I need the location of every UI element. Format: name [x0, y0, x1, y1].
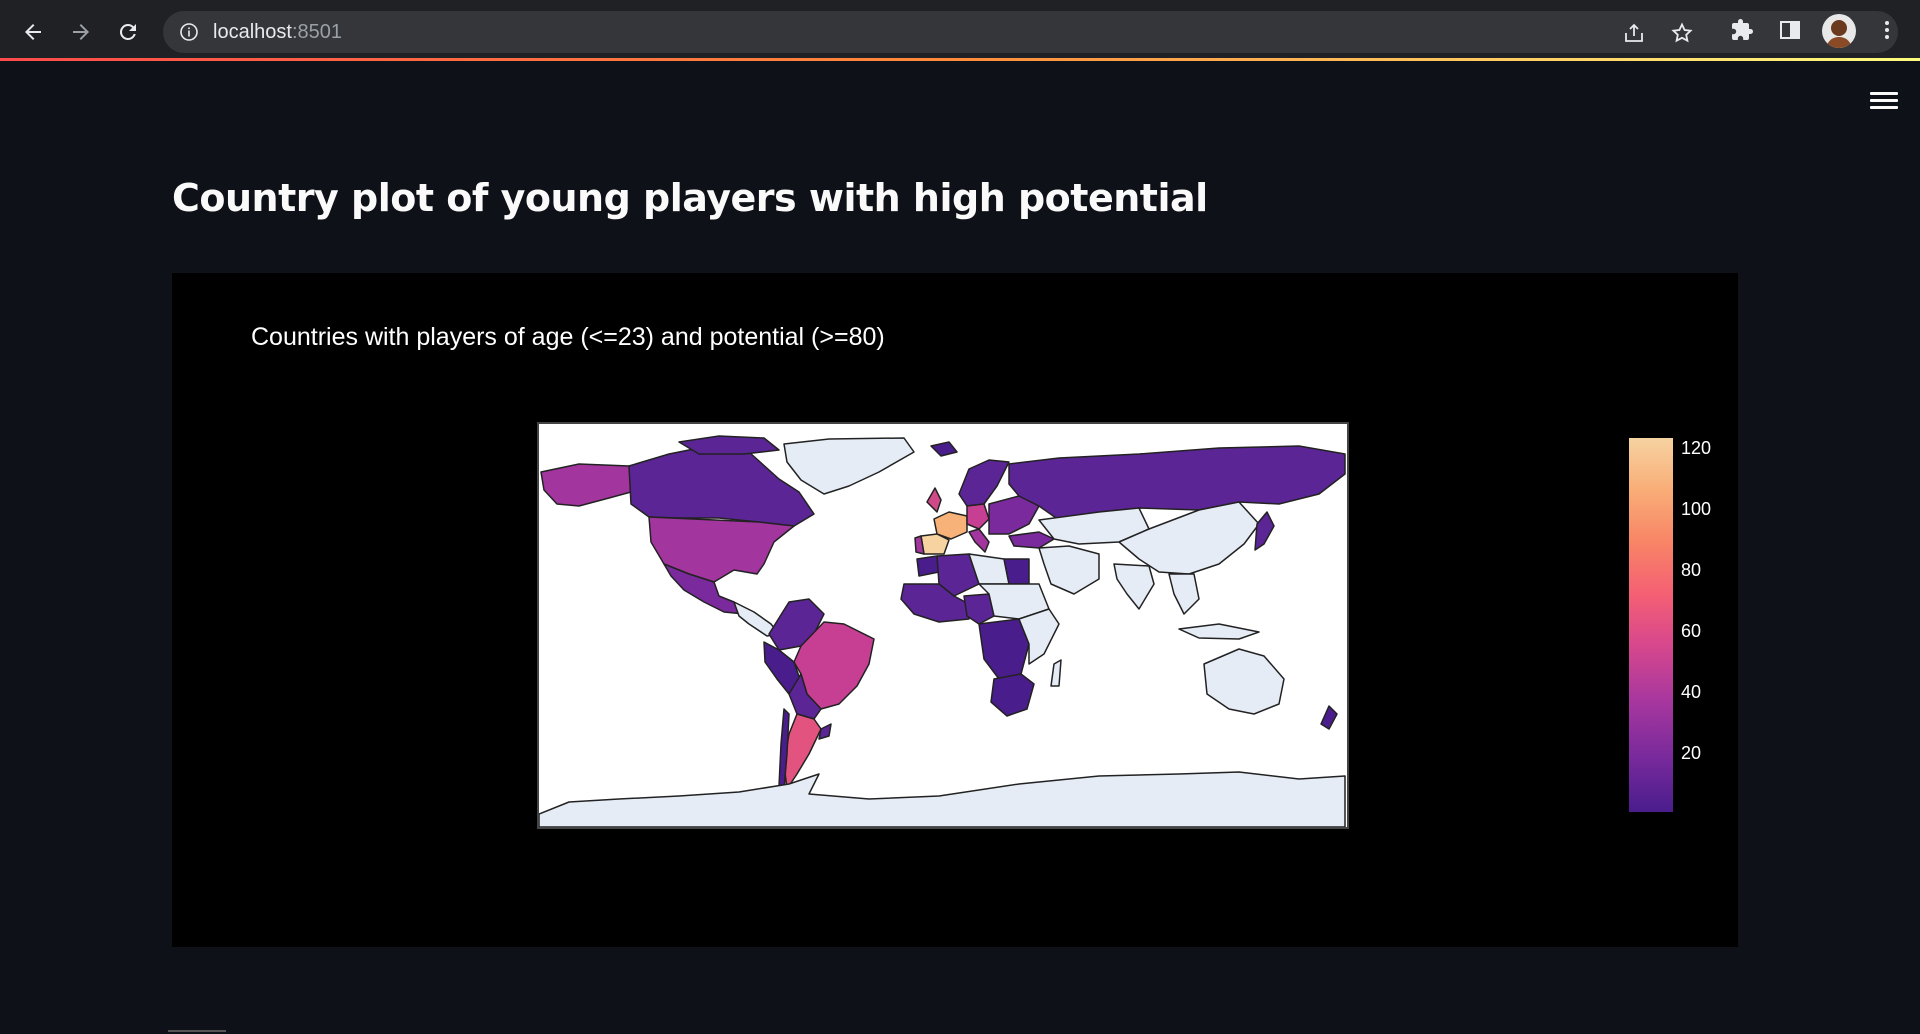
country-japan[interactable]: [1254, 511, 1275, 551]
profile-avatar[interactable]: [1822, 14, 1856, 48]
country-algeria[interactable]: [936, 553, 980, 597]
country-nigeria[interactable]: [963, 593, 995, 625]
arrow-right-icon: [73, 24, 89, 40]
country-uk[interactable]: [926, 487, 942, 513]
colorbar: [1629, 438, 1673, 812]
colorbar-tick: 40: [1681, 682, 1702, 702]
region-scandinavia[interactable]: [958, 459, 1010, 507]
country-morocco[interactable]: [916, 555, 940, 577]
country-egypt[interactable]: [1003, 558, 1030, 585]
region-southeast-asia[interactable]: [1168, 573, 1200, 615]
region-middle-east[interactable]: [1038, 545, 1100, 595]
region-west-africa[interactable]: [900, 583, 970, 623]
chart-title: Countries with players of age (<=23) and…: [251, 323, 885, 351]
plotly-chart[interactable]: Countries with players of age (<=23) and…: [172, 273, 1738, 947]
country-greenland[interactable]: [783, 437, 915, 495]
country-turkey[interactable]: [1008, 531, 1055, 549]
user-avatar-icon: [1826, 20, 1852, 48]
hamburger-menu-icon-line: [1870, 99, 1898, 102]
address-bar[interactable]: localhost:8501: [163, 11, 1898, 53]
hamburger-menu-icon: [1870, 92, 1898, 95]
side-panel-icon: [1780, 21, 1800, 39]
side-panel-button[interactable]: [1776, 16, 1804, 44]
bookmark-star-icon[interactable]: [1670, 21, 1694, 45]
scroll-indicator: [168, 1030, 226, 1032]
country-usa[interactable]: [648, 516, 795, 583]
arrow-left-icon: [25, 24, 41, 40]
country-iceland[interactable]: [930, 441, 958, 457]
country-russia[interactable]: [1008, 445, 1346, 521]
country-uruguay[interactable]: [818, 723, 832, 740]
colorbar-tick: 120: [1681, 438, 1712, 458]
url-text: localhost:8501: [213, 21, 342, 43]
colorbar-tick: 100: [1681, 499, 1712, 519]
region-antarctica[interactable]: [539, 771, 1346, 827]
url-host: localhost: [213, 21, 292, 43]
browser-menu-button[interactable]: [1873, 16, 1901, 44]
region-central-africa[interactable]: [978, 618, 1030, 680]
country-portugal[interactable]: [914, 535, 925, 555]
info-icon[interactable]: [179, 22, 199, 42]
extensions-button[interactable]: [1728, 16, 1756, 44]
reload-button[interactable]: [110, 14, 146, 50]
region-east-africa[interactable]: [1018, 608, 1060, 665]
country-australia[interactable]: [1203, 648, 1285, 715]
hamburger-menu-icon-line: [1870, 106, 1898, 109]
country-canada-islands[interactable]: [678, 435, 780, 455]
reload-icon: [119, 23, 136, 40]
region-china-asia[interactable]: [1118, 501, 1260, 575]
country-new-zealand[interactable]: [1320, 705, 1338, 730]
url-port: :8501: [291, 21, 342, 43]
world-map-svg[interactable]: [539, 424, 1347, 827]
app-header-decoration: [0, 58, 1920, 61]
country-madagascar[interactable]: [1050, 659, 1062, 687]
puzzle-icon: [1732, 19, 1753, 40]
more-vert-icon: [1885, 21, 1889, 39]
back-button[interactable]: [15, 14, 51, 50]
page-title: Country plot of young players with high …: [172, 176, 1208, 220]
choropleth-map[interactable]: [537, 422, 1349, 829]
country-usa-alaska[interactable]: [540, 463, 632, 507]
country-germany[interactable]: [966, 503, 990, 530]
country-indonesia[interactable]: [1178, 623, 1260, 640]
colorbar-tick: 60: [1681, 621, 1702, 641]
country-india[interactable]: [1113, 563, 1155, 610]
colorbar-tick: 80: [1681, 560, 1702, 580]
browser-toolbar: localhost:8501: [0, 0, 1920, 61]
colorbar-tick: 20: [1681, 743, 1702, 763]
country-italy[interactable]: [968, 528, 990, 553]
country-south-africa[interactable]: [990, 673, 1035, 717]
forward-button[interactable]: [63, 14, 99, 50]
share-icon[interactable]: [1622, 21, 1646, 45]
main-menu-button[interactable]: [1870, 88, 1898, 112]
country-brazil[interactable]: [793, 621, 875, 710]
